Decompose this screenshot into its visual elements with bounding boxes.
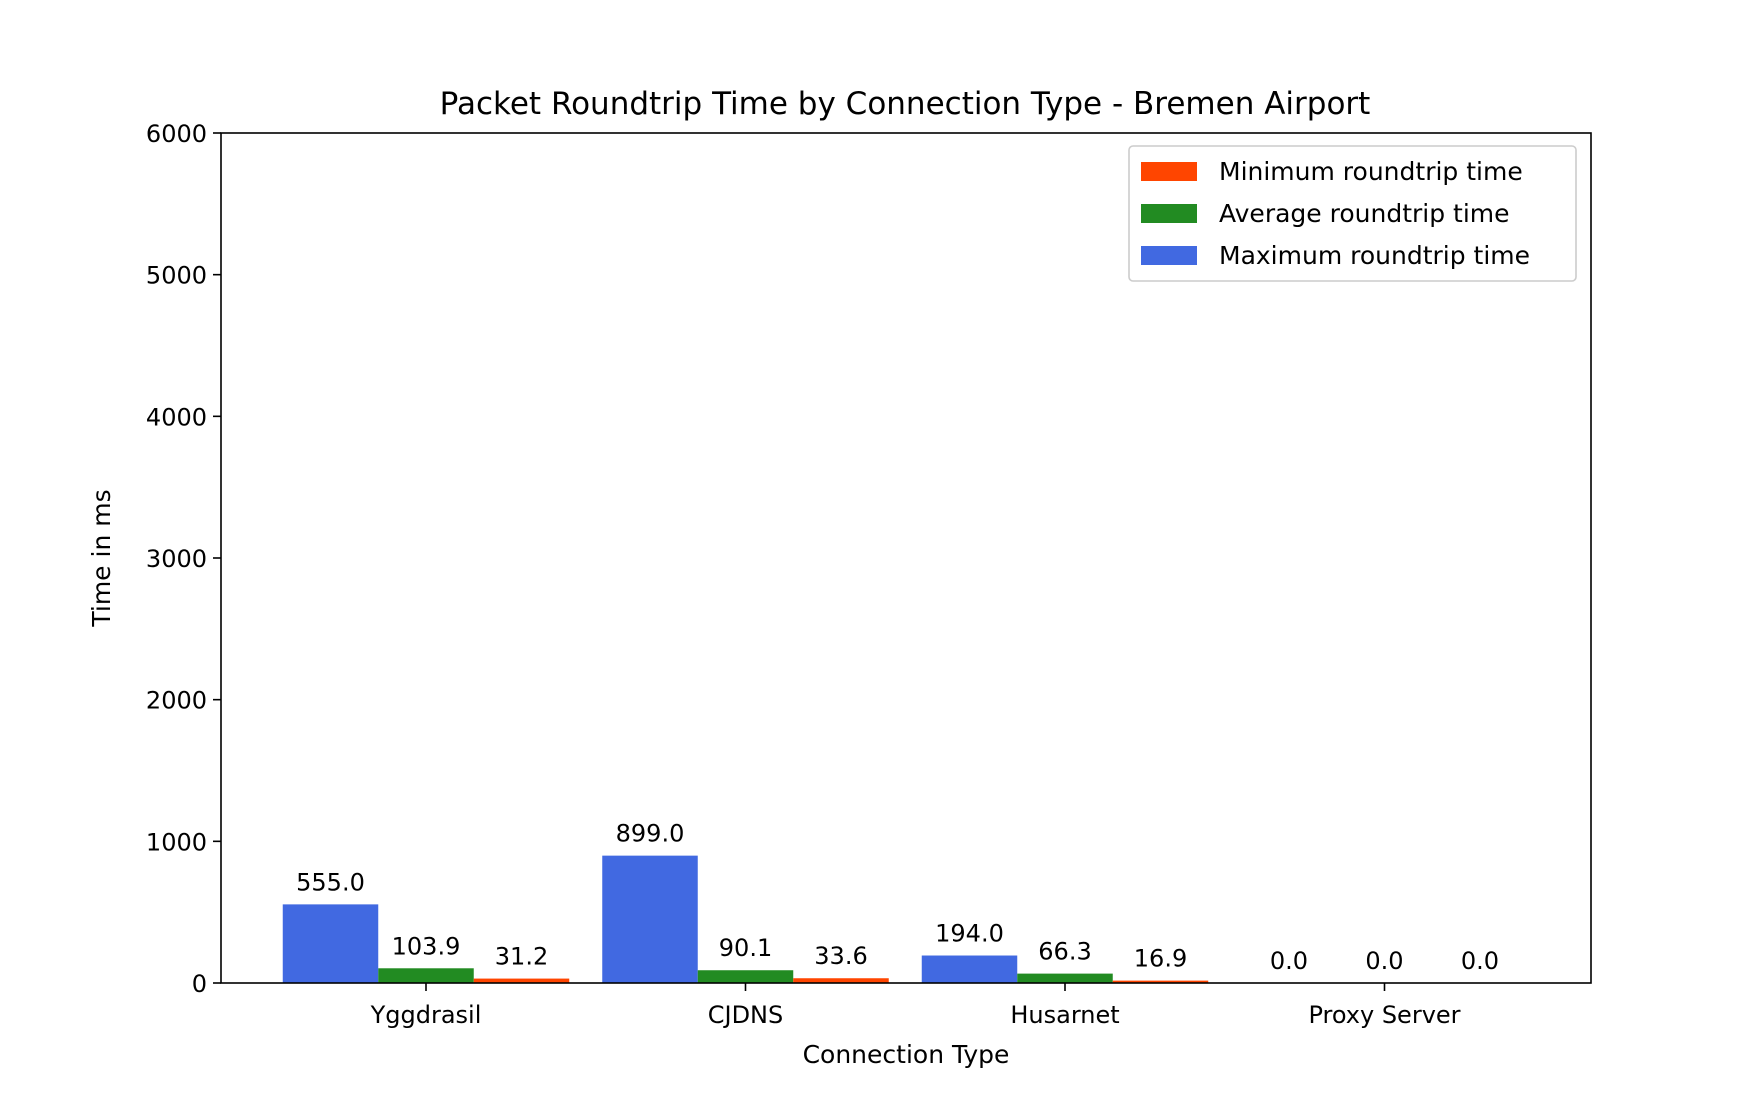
y-tick-label: 1000 (146, 828, 207, 856)
y-tick-label: 6000 (146, 120, 207, 148)
y-axis-label: Time in ms (87, 489, 116, 627)
x-tick-label: Proxy Server (1308, 1001, 1460, 1029)
x-axis: Yggdrasil CJDNS Husarnet Proxy Server (370, 983, 1461, 1029)
y-tick-label: 3000 (146, 545, 207, 573)
bar-value-label: 16.9 (1134, 945, 1187, 973)
bar-value-label: 66.3 (1038, 938, 1091, 966)
x-axis-label: Connection Type (803, 1040, 1010, 1069)
legend-label: Maximum roundtrip time (1219, 241, 1530, 270)
bar-minimum-husarnet (1112, 980, 1209, 983)
bar-average-yggdrasil (378, 968, 474, 983)
bar-value-label: 0.0 (1270, 947, 1308, 975)
legend-label: Minimum roundtrip time (1219, 157, 1523, 186)
legend-swatch (1141, 246, 1197, 265)
bar-value-label: 899.0 (616, 820, 685, 848)
y-tick-label: 2000 (146, 687, 207, 715)
x-tick-label: Yggdrasil (370, 1001, 482, 1029)
bar-value-label: 33.6 (814, 942, 867, 970)
bar-minimum-cjdns (793, 978, 889, 983)
y-axis: 0 1000 2000 3000 4000 5000 6000 (146, 120, 221, 998)
bar-labels-group: 555.0 103.9 31.2 899.0 90.1 33.6 194.0 66.3 16.9… (296, 820, 1499, 975)
plot-frame (220, 132, 1592, 984)
bar-value-label: 194.0 (935, 920, 1004, 948)
bars-group (282, 855, 1209, 983)
x-tick-label: Husarnet (1010, 1001, 1119, 1029)
legend: Minimum roundtrip time Average roundtrip … (1128, 145, 1577, 282)
bar-average-husarnet (1017, 973, 1113, 983)
bar-average-cjdns (697, 970, 794, 983)
bar-value-label: 103.9 (392, 932, 461, 960)
y-tick-label: 4000 (146, 403, 207, 431)
bar-value-label: 90.1 (719, 934, 772, 962)
chart-title: Packet Roundtrip Time by Connection Type… (440, 86, 1371, 122)
bar-maximum-yggdrasil (282, 904, 379, 983)
bar-value-label: 0.0 (1461, 947, 1499, 975)
legend-swatch (1141, 162, 1197, 181)
y-tick-label: 0 (192, 970, 207, 998)
legend-label: Average roundtrip time (1219, 199, 1510, 228)
bar-value-label: 555.0 (296, 868, 365, 896)
legend-swatch (1141, 204, 1197, 223)
bar-value-label: 31.2 (495, 943, 548, 971)
bar-maximum-husarnet (921, 955, 1018, 983)
y-tick-label: 5000 (146, 262, 207, 290)
bar-value-label: 0.0 (1365, 947, 1403, 975)
bar-minimum-yggdrasil (473, 978, 570, 983)
x-tick-label: CJDNS (708, 1001, 784, 1029)
bar-maximum-cjdns (602, 855, 698, 983)
legend-box (1128, 145, 1577, 282)
